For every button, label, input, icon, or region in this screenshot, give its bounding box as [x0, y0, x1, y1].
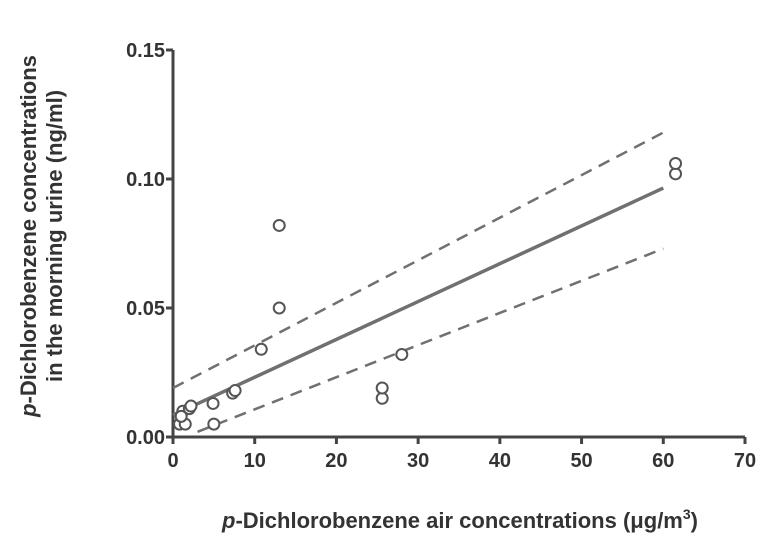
regression-line: [172, 186, 665, 417]
data-point: [669, 157, 683, 171]
y-axis-label: p-Dichlorobenzene concentrations in the …: [16, 55, 67, 418]
y-label-part: p: [16, 403, 41, 417]
data-point: [174, 409, 188, 423]
x-tick-label: 60: [652, 450, 674, 472]
data-point: [207, 417, 221, 431]
confidence-band: [197, 247, 664, 434]
x-tick-label: 50: [570, 450, 592, 472]
data-point: [375, 381, 389, 395]
x-label-part: ): [691, 508, 698, 533]
x-tick-label: 70: [734, 450, 756, 472]
data-point: [184, 399, 198, 413]
y-label-part: -Dichlorobenzene concentrations: [16, 55, 41, 403]
y-tick-label: 0.15: [126, 40, 165, 62]
x-tick-label: 0: [167, 450, 178, 472]
y-tick-label: 0.00: [126, 427, 165, 449]
data-point: [272, 301, 286, 315]
data-point: [228, 384, 242, 398]
data-point: [395, 347, 409, 361]
x-axis-label: p-Dichlorobenzene air concentrations (μg…: [221, 506, 698, 533]
x-tick-label: 20: [325, 450, 347, 472]
x-label-part: p: [221, 508, 235, 533]
x-tick-label: 30: [407, 450, 429, 472]
y-tick-label: 0.05: [126, 298, 165, 320]
confidence-band: [172, 131, 664, 390]
data-point: [206, 396, 220, 410]
y-label-line: p-Dichlorobenzene concentrations: [16, 55, 41, 418]
data-point: [272, 218, 286, 232]
x-tick-label: 10: [244, 450, 266, 472]
x-tick-label: 40: [489, 450, 511, 472]
y-label-line: in the morning urine (ng/ml): [42, 90, 67, 382]
x-label-part: -Dichlorobenzene air concentrations (μg/…: [235, 508, 682, 533]
data-point: [254, 342, 268, 356]
x-label-part: 3: [683, 506, 691, 522]
y-tick-label: 0.10: [126, 169, 165, 191]
